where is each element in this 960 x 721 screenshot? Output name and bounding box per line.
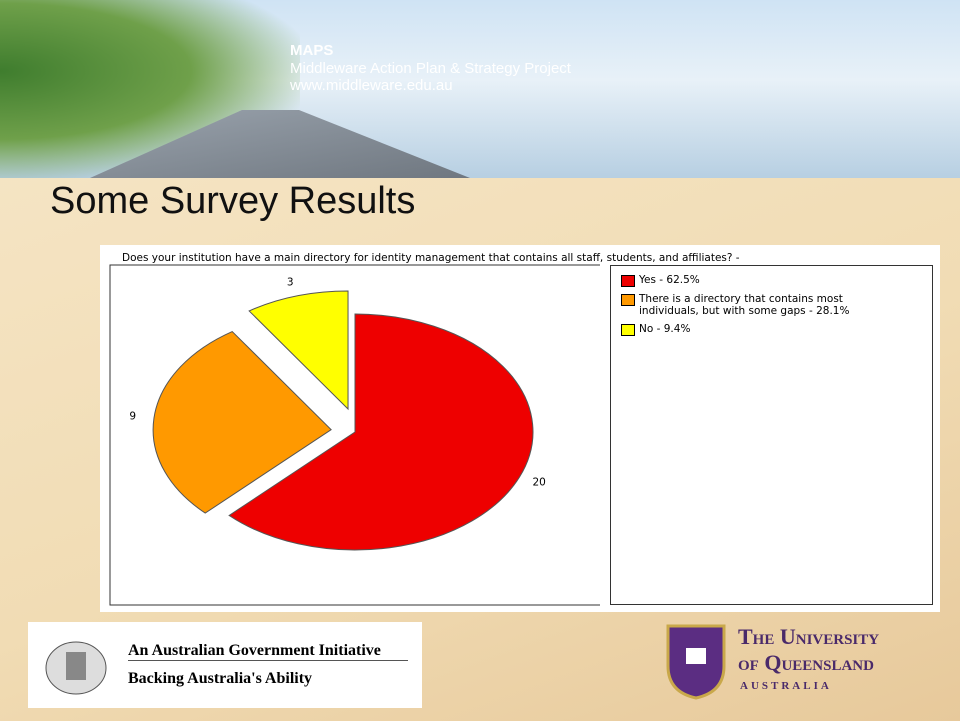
header-subtitle: Middleware Action Plan & Strategy Projec… [290, 60, 571, 77]
legend-label: Yes - 62.5% [639, 274, 879, 286]
slide: MAPS Middleware Action Plan & Strategy P… [0, 0, 960, 721]
gov-line2: Backing Australia's Ability [128, 670, 312, 688]
rule [128, 660, 408, 661]
legend: Yes - 62.5% There is a directory that con… [610, 265, 933, 605]
legend-swatch [621, 275, 635, 287]
slide-title: Some Survey Results [50, 180, 415, 223]
header-image [0, 0, 960, 178]
legend-label: No - 9.4% [639, 323, 879, 335]
uq-line3: AUSTRALIA [740, 680, 832, 692]
header-url: www.middleware.edu.au [290, 77, 453, 94]
uq-line1: The University [738, 624, 879, 650]
legend-swatch [621, 294, 635, 306]
legend-swatch [621, 324, 635, 336]
legend-label: There is a directory that contains most … [639, 293, 879, 317]
data-label: 20 [532, 477, 545, 489]
gov-line1: An Australian Government Initiative [128, 642, 381, 660]
legend-item: Yes - 62.5% [621, 274, 922, 287]
chart-panel: Does your institution have a main direct… [100, 245, 940, 612]
legend-item: There is a directory that contains most … [621, 293, 922, 317]
legend-item: No - 9.4% [621, 323, 922, 336]
uq-logo: The University of Queensland AUSTRALIA [660, 618, 950, 706]
data-label: 9 [129, 411, 136, 423]
crest [36, 630, 116, 700]
header-title: MAPS [290, 42, 333, 59]
data-label: 3 [287, 277, 294, 289]
uq-crest [664, 622, 728, 700]
gov-logo: An Australian Government Initiative Back… [28, 622, 422, 708]
uq-line2: of Queensland [738, 650, 874, 676]
